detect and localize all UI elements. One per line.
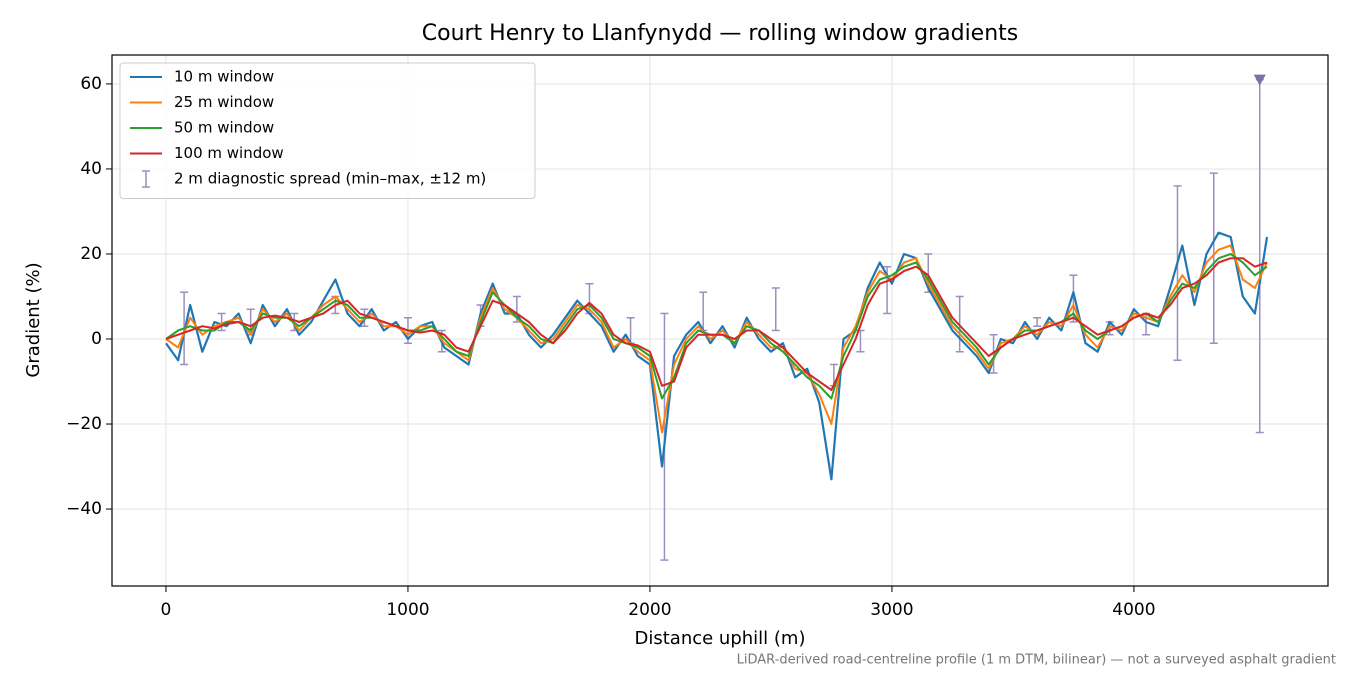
x-tick-label: 3000 — [870, 600, 913, 620]
plot-frame — [111, 54, 1329, 587]
footnote: LiDAR-derived road-centreline profile (1… — [737, 653, 1336, 668]
error-bar — [217, 312, 226, 332]
error-bar — [771, 287, 780, 332]
legend-label: 100 m window — [174, 144, 284, 162]
y-tick-label: 20 — [80, 244, 102, 264]
y-tick-label: 0 — [91, 329, 102, 349]
x-tick-label: 2000 — [628, 600, 671, 620]
x-tick-label: 4000 — [1112, 600, 1155, 620]
legend-label: 10 m window — [174, 68, 274, 86]
line-series — [165, 257, 1268, 391]
legend-frame — [119, 62, 536, 199]
chart-title: Court Henry to Llanfynydd — rolling wind… — [422, 21, 1019, 46]
x-tick-label: 0 — [161, 600, 172, 620]
max-marker — [1253, 74, 1266, 86]
error-bar — [1033, 316, 1042, 327]
plot-area — [165, 74, 1269, 561]
legend-label: 25 m window — [174, 93, 274, 111]
legend-label: 50 m window — [174, 119, 274, 137]
error-bar — [1209, 172, 1218, 344]
error-bar — [989, 333, 998, 374]
y-tick-label: −40 — [66, 499, 102, 519]
y-axis-label: Gradient (%) — [23, 262, 44, 377]
x-axis-label: Distance uphill (m) — [635, 628, 806, 649]
x-tick-label: 1000 — [386, 600, 429, 620]
y-tick-label: 40 — [80, 159, 102, 179]
y-tick-label: −20 — [66, 414, 102, 434]
y-tick-label: 60 — [80, 74, 102, 94]
error-bar — [1173, 185, 1182, 362]
legend-label: 2 m diagnostic spread (min–max, ±12 m) — [174, 170, 486, 188]
